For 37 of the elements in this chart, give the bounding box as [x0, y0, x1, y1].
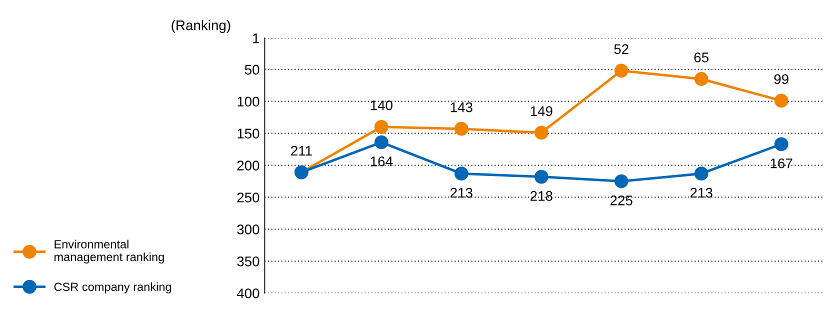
data-label: 218	[530, 191, 552, 201]
y-tick-label: 350	[237, 256, 260, 266]
point	[774, 137, 788, 152]
point	[694, 166, 708, 181]
point	[614, 64, 628, 78]
y-tick-label: 400	[236, 288, 260, 298]
point	[454, 122, 468, 136]
point	[774, 94, 788, 108]
y-tick-label: 250	[237, 192, 260, 202]
data-label: 52	[614, 44, 628, 54]
point	[374, 120, 388, 134]
y-tick-label: 150	[238, 128, 260, 138]
data-label: 213	[450, 188, 472, 198]
point	[534, 126, 548, 140]
y-tick-label: 50	[244, 64, 260, 75]
point	[454, 166, 468, 181]
data-label: 65	[694, 52, 708, 62]
point	[534, 170, 548, 184]
point	[614, 174, 628, 188]
y-tick-label: 200	[237, 160, 260, 170]
y-tick-label: 300	[237, 224, 260, 234]
data-label: 164	[370, 156, 393, 166]
legend-label: CSR company ranking	[54, 282, 172, 294]
data-label: 149	[530, 106, 552, 116]
data-label: 225	[610, 196, 632, 206]
data-label: 211	[291, 146, 312, 156]
legend-label: Environmental management ranking	[54, 240, 164, 264]
data-label: 140	[370, 100, 392, 110]
data-label: 167	[770, 158, 792, 168]
data-label: 143	[450, 102, 472, 112]
data-label: 99	[774, 74, 788, 84]
y-tick-label: 100	[238, 96, 260, 107]
data-label: 213	[690, 188, 712, 198]
point	[374, 135, 388, 150]
point	[694, 72, 708, 86]
y-axis-title: (Ranking)	[172, 20, 230, 33]
y-tick-label: 1	[253, 34, 260, 44]
